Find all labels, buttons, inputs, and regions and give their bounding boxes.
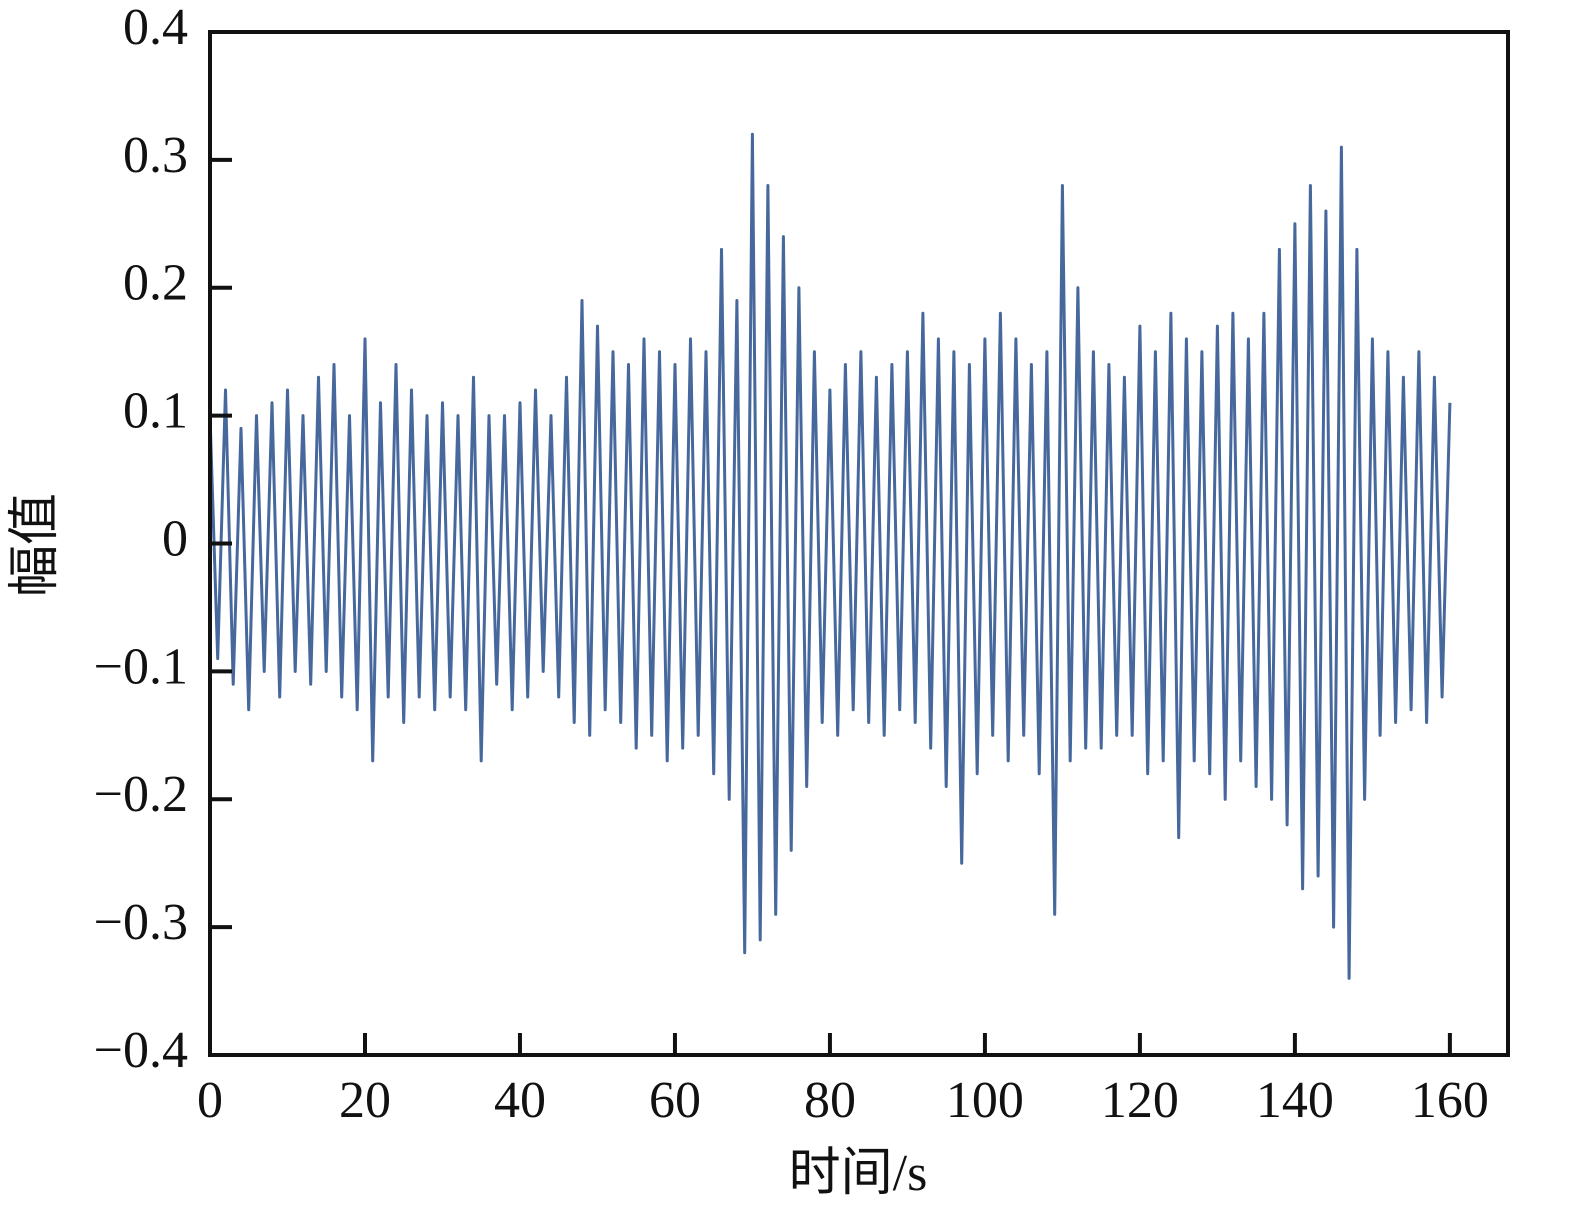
x-axis-label: 时间/s xyxy=(789,1145,928,1202)
x-tick-label: 80 xyxy=(804,1072,856,1129)
x-tick-label: 120 xyxy=(1101,1072,1179,1129)
y-tick-label: 0 xyxy=(162,510,188,567)
x-tick-label: 160 xyxy=(1411,1072,1489,1129)
y-tick-label: −0.2 xyxy=(94,766,188,823)
y-tick-label: 0.4 xyxy=(123,0,188,56)
y-tick-label: −0.1 xyxy=(94,638,188,695)
y-tick-label: 0.3 xyxy=(123,127,188,184)
y-tick-label: 0.1 xyxy=(123,383,188,440)
y-axis-label: 幅值 xyxy=(7,493,64,597)
x-tick-label: 20 xyxy=(339,1072,391,1129)
x-tick-label: 40 xyxy=(494,1072,546,1129)
x-tick-label: 0 xyxy=(197,1072,223,1129)
y-tick-label: −0.3 xyxy=(94,894,188,951)
x-tick-label: 140 xyxy=(1256,1072,1334,1129)
x-tick-label: 100 xyxy=(946,1072,1024,1129)
x-tick-label: 60 xyxy=(649,1072,701,1129)
y-tick-label: 0.2 xyxy=(123,255,188,312)
y-tick-label: −0.4 xyxy=(94,1022,188,1079)
signal-line xyxy=(208,132,1452,980)
